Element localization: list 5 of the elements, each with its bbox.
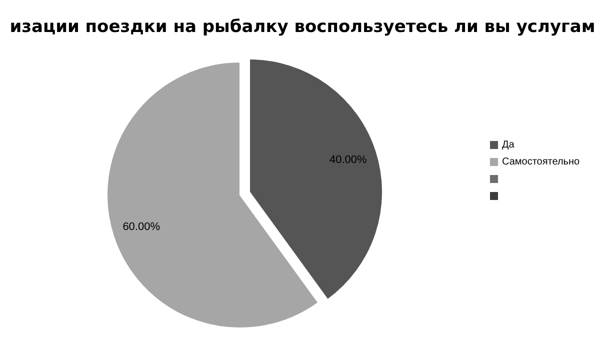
legend-label: Самостоятельно: [502, 156, 580, 168]
legend-label: Да: [502, 140, 515, 151]
chart-title: изации поездки на рыбалку воспользуетесь ли вы услугам: [10, 17, 596, 37]
data-label: 60.00%: [122, 220, 160, 233]
data-label: 40.00%: [330, 154, 368, 166]
